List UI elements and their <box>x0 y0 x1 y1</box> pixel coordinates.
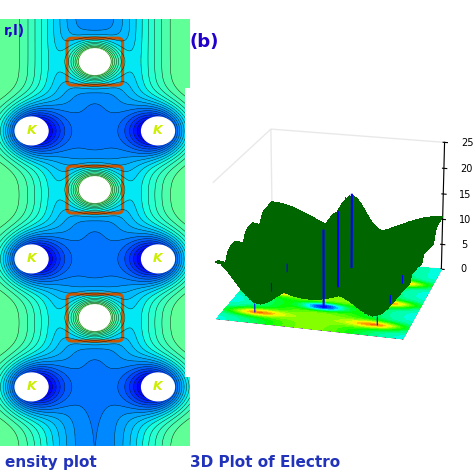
Text: K: K <box>153 253 163 265</box>
Circle shape <box>15 373 48 401</box>
Text: K: K <box>27 381 36 393</box>
Text: K: K <box>27 253 36 265</box>
Circle shape <box>15 245 48 273</box>
Circle shape <box>80 49 110 74</box>
Text: (b): (b) <box>190 33 219 51</box>
Text: X: X <box>90 55 100 68</box>
Circle shape <box>142 117 174 145</box>
Text: K: K <box>27 125 36 137</box>
Text: K: K <box>153 125 163 137</box>
Circle shape <box>142 373 174 401</box>
Text: X: X <box>90 311 100 324</box>
Text: X: X <box>90 183 100 196</box>
Circle shape <box>142 245 174 273</box>
Text: 3D Plot of Electro: 3D Plot of Electro <box>190 455 340 470</box>
Circle shape <box>80 305 110 330</box>
Text: K: K <box>153 381 163 393</box>
Circle shape <box>80 177 110 202</box>
Circle shape <box>15 117 48 145</box>
Text: ensity plot: ensity plot <box>5 455 97 470</box>
Text: r,l): r,l) <box>4 24 25 38</box>
